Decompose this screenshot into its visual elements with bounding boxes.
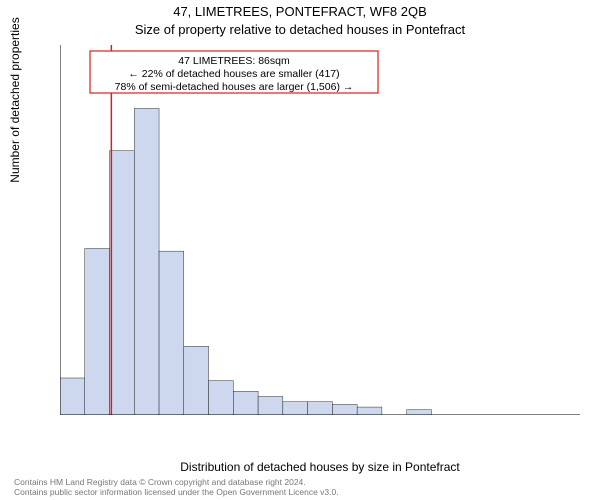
histogram-bar (110, 151, 135, 415)
annotation-line2: ← 22% of detached houses are smaller (41… (128, 68, 339, 80)
chart-title-address: 47, LIMETREES, PONTEFRACT, WF8 2QB (0, 4, 600, 19)
footer-line2: Contains public sector information licen… (14, 488, 339, 498)
y-axis-title: Number of detached properties (8, 0, 22, 230)
histogram-bar (60, 378, 85, 415)
histogram-bar (357, 407, 382, 415)
x-axis-title: Distribution of detached houses by size … (60, 460, 580, 474)
histogram-bar (332, 404, 357, 415)
histogram-bar (233, 391, 258, 415)
histogram-bar (134, 108, 159, 415)
chart-container: 47, LIMETREES, PONTEFRACT, WF8 2QB Size … (0, 0, 600, 500)
footer-attribution: Contains HM Land Registry data © Crown c… (14, 478, 339, 498)
chart-subtitle: Size of property relative to detached ho… (0, 22, 600, 37)
annotation-box: 47 LIMETREES: 86sqm ← 22% of detached ho… (90, 51, 378, 93)
histogram-bar (159, 251, 184, 415)
histogram-bar (258, 397, 283, 416)
histogram-bar (308, 402, 333, 415)
histogram-bar (407, 410, 432, 415)
annotation-line1: 47 LIMETREES: 86sqm (178, 55, 290, 67)
bars-group (60, 108, 431, 415)
histogram-bar (184, 346, 209, 415)
histogram-bar (85, 249, 110, 416)
histogram-bar (283, 402, 308, 415)
annotation-line3: 78% of semi-detached houses are larger (… (115, 81, 354, 93)
histogram-plot: 47 LIMETREES: 86sqm ← 22% of detached ho… (60, 45, 580, 415)
histogram-bar (209, 381, 234, 415)
